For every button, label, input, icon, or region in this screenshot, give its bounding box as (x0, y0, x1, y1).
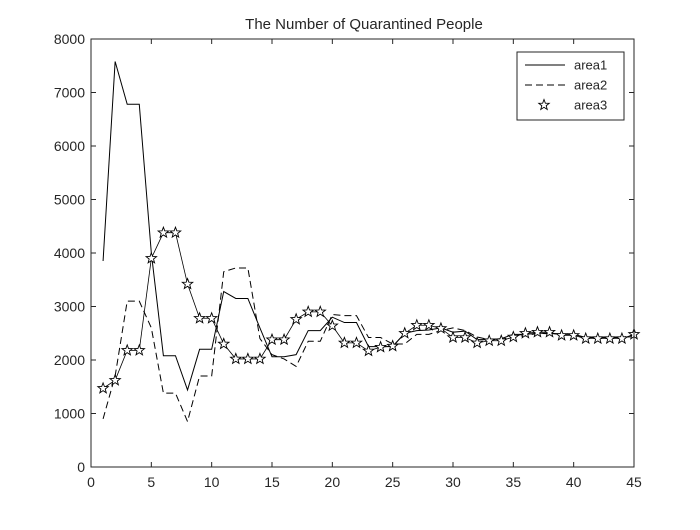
series-point-area3 (313, 305, 327, 318)
series-point-area3 (241, 352, 255, 365)
series-point-area3 (470, 336, 484, 349)
y-tick-label: 2000 (54, 352, 85, 368)
series-point-area3 (301, 305, 315, 318)
y-tick-label: 3000 (54, 299, 85, 315)
series-point-area3 (506, 330, 520, 343)
series-point-area3 (144, 251, 158, 264)
series-point-area3 (410, 318, 424, 331)
y-tick-label: 6000 (54, 138, 85, 154)
series-point-area3 (325, 318, 339, 332)
legend: area1 area2 area3 (516, 51, 625, 121)
series-point-area3 (253, 352, 267, 365)
series-point-area3 (591, 331, 605, 345)
series-point-area3 (579, 331, 593, 345)
series-point-area3 (567, 328, 581, 341)
legend-box (516, 51, 625, 121)
legend-label-area1: area1 (574, 58, 607, 73)
series-point-area3 (615, 331, 629, 345)
series-point-area3 (96, 381, 110, 394)
series-point-area3 (108, 373, 122, 386)
x-tick-label: 15 (264, 474, 280, 490)
series-point-area3 (120, 343, 134, 356)
series-line-area2 (102, 267, 635, 424)
series-point-area3 (386, 339, 400, 352)
series-point-area3 (205, 311, 219, 324)
series-point-area3 (374, 340, 388, 353)
x-tick-label: 10 (204, 474, 220, 490)
chart-title: The Number of Quarantined People (245, 16, 483, 33)
y-tick-label: 7000 (54, 85, 85, 101)
y-tick-label: 0 (77, 459, 85, 475)
series-group (96, 61, 641, 424)
series-point-area3 (398, 326, 412, 339)
legend-label-area2: area2 (574, 78, 607, 93)
series-point-area3 (518, 326, 532, 339)
series-point-area3 (531, 325, 544, 338)
series-point-area3 (543, 325, 556, 338)
series-point-area3 (277, 332, 291, 346)
x-tick-label: 0 (87, 474, 95, 490)
series-point-area3 (289, 312, 303, 325)
y-tick-label: 5000 (54, 192, 85, 208)
series-point-area3 (434, 321, 448, 334)
series-point-area3 (494, 333, 508, 347)
series-point-area3 (181, 277, 194, 290)
legend-label-area3: area3 (574, 98, 607, 113)
series-line-area3 (102, 232, 635, 389)
x-tick-label: 5 (147, 474, 155, 490)
plot-frame (90, 38, 635, 468)
series-point-area3 (350, 336, 363, 349)
y-tick-label: 8000 (54, 31, 85, 47)
y-tick-label: 4000 (54, 245, 85, 261)
series-point-area3 (446, 330, 460, 344)
x-tick-label: 30 (445, 474, 461, 490)
x-tick-label: 45 (626, 474, 642, 490)
x-tick-label: 35 (506, 474, 522, 490)
series-point-area3 (362, 344, 375, 357)
series-point-area3 (422, 318, 436, 331)
series-point-area3 (603, 331, 617, 345)
legend-marker-area3 (537, 98, 551, 111)
axes: 0 5 10 15 20 25 30 35 40 45 0 1000 2000 3000 4000 5000 6… (54, 31, 642, 490)
x-tick-label: 20 (325, 474, 341, 490)
x-tick-label: 40 (566, 474, 582, 490)
series-point-area3 (132, 343, 146, 356)
series-point-area3 (229, 352, 243, 365)
series-point-area3 (482, 333, 496, 347)
x-tick-label: 25 (385, 474, 401, 490)
y-tick-label: 1000 (54, 406, 85, 422)
series-point-area3 (337, 336, 351, 349)
series-point-area3 (193, 311, 207, 324)
series-point-area3 (555, 328, 569, 341)
series-point-area3 (217, 337, 231, 350)
series-point-area3 (458, 330, 472, 344)
series-point-area3 (156, 225, 170, 239)
series-point-area3 (169, 225, 182, 239)
series-point-area3 (265, 332, 279, 346)
